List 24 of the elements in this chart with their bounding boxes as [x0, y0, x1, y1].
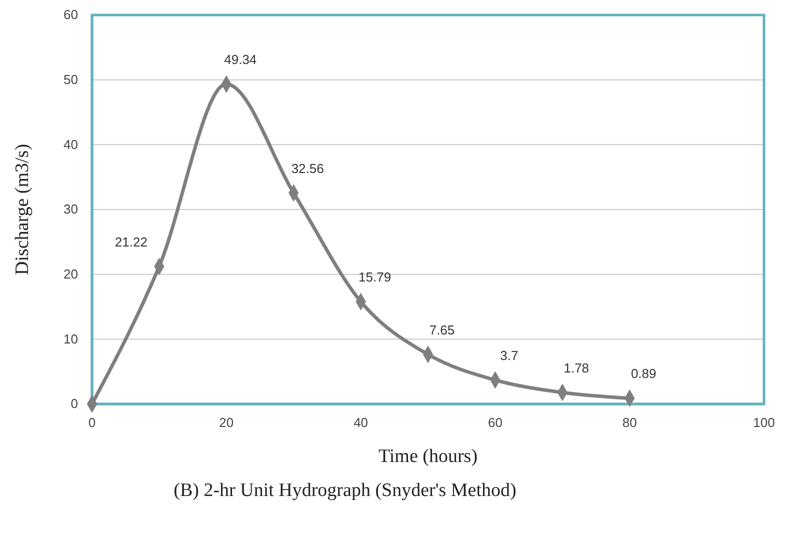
y-tick-label: 30 — [64, 202, 78, 217]
x-tick-label: 60 — [488, 415, 502, 430]
x-tick-label: 100 — [753, 415, 775, 430]
y-tick-label: 10 — [64, 331, 78, 346]
data-label: 0.89 — [630, 366, 656, 382]
x-tick-label: 40 — [354, 415, 368, 430]
data-label: 21.22 — [114, 234, 148, 250]
text: (B) 2-hr Unit Hydrograph (Snyder's Method) — [174, 480, 516, 501]
y-tick-label: 40 — [64, 136, 78, 152]
y-tick-label: 20 — [64, 266, 78, 282]
y-tick-label: 50 — [64, 72, 78, 87]
x-axis-title: Time (hours) — [378, 446, 478, 467]
y-tick-label: 60 — [64, 7, 78, 22]
data-label: 7.65 — [429, 322, 455, 338]
data-label: 3.7 — [500, 348, 518, 364]
x-tick-label: 80 — [622, 415, 637, 430]
data-label: 32.56 — [291, 160, 324, 176]
data-label: 1.78 — [564, 360, 590, 376]
x-tick-label: 20 — [219, 415, 234, 430]
y-tick-label: 0 — [70, 396, 78, 412]
data-label: 15.79 — [358, 270, 392, 285]
data-label: 49.34 — [224, 52, 257, 68]
x-tick-label: 0 — [88, 415, 96, 430]
y-axis-title: Discharge (m3/s) — [12, 144, 33, 276]
